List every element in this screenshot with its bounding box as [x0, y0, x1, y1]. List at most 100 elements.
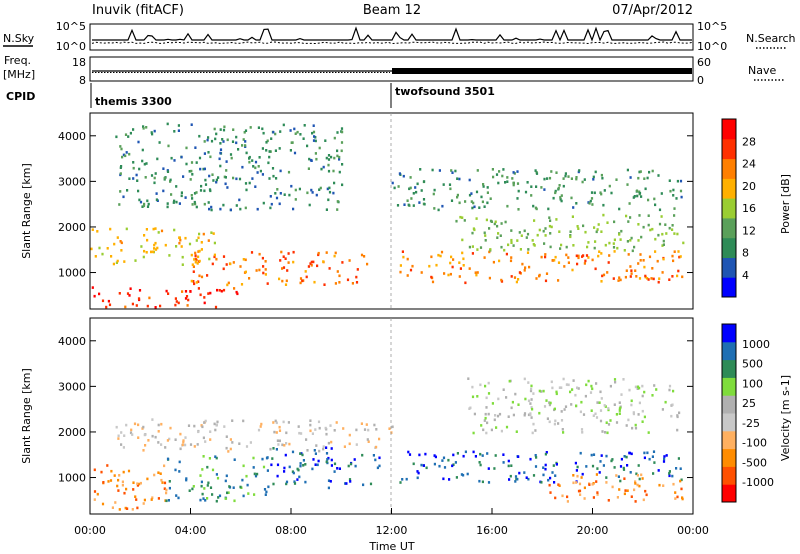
power-cell-6 [258, 156, 261, 159]
velocity-cell-4 [561, 494, 564, 498]
power-cell-5 [564, 174, 567, 178]
velocity-cell-5 [391, 425, 394, 429]
power-cell-5 [524, 190, 528, 194]
power-cell-6 [338, 158, 341, 161]
velocity-cell-0 [136, 482, 139, 485]
power-cell-5 [629, 176, 632, 179]
power-cell-4 [633, 245, 636, 249]
power-cell-3 [657, 280, 660, 284]
power-cell-6 [267, 161, 270, 165]
power-cell-5 [590, 197, 594, 200]
power-cell-5 [409, 186, 412, 190]
velocity-colorbar-swatch [722, 377, 736, 396]
velocity-cell-3 [487, 481, 491, 484]
power-cell-6 [332, 191, 335, 195]
power-cell-3 [535, 277, 538, 280]
power-cell-6 [235, 177, 238, 181]
velocity-cell-1 [233, 458, 236, 461]
power-cell-5 [408, 187, 411, 191]
power-cell-6 [313, 135, 316, 138]
velocity-cell-6 [469, 406, 472, 410]
power-cell-2 [143, 249, 146, 253]
power-cell-1 [198, 274, 201, 278]
power-cell-3 [524, 266, 527, 269]
power-cell-5 [548, 176, 552, 180]
power-cell-6 [219, 151, 222, 155]
power-cell-5 [660, 192, 663, 195]
velocity-cell-6 [472, 431, 475, 435]
velocity-cell-3 [433, 462, 436, 466]
power-cell-3 [646, 277, 649, 280]
power-cell-0 [203, 296, 206, 299]
power-cell-0 [197, 287, 200, 290]
power-cell-4 [572, 244, 575, 247]
power-cell-6 [270, 137, 273, 140]
velocity-cell-1 [225, 474, 228, 478]
power-cell-1 [239, 265, 242, 268]
velocity-cell-1 [206, 465, 209, 469]
velocity-cell-6 [524, 397, 527, 401]
velocity-cell-5 [306, 449, 309, 452]
velocity-cell-3 [679, 467, 682, 470]
power-cell-2 [181, 263, 184, 266]
velocity-cell-6 [540, 390, 543, 393]
power-cell-2 [153, 243, 156, 247]
power-cell-5 [618, 207, 621, 211]
power-cell-6 [308, 203, 311, 207]
velocity-cell-5 [200, 424, 203, 427]
velocity-cell-3 [509, 474, 512, 478]
power-cell-6 [162, 167, 165, 170]
power-cell-5 [512, 171, 515, 174]
velocity-cell-2 [330, 464, 333, 467]
power-cell-3 [437, 253, 440, 257]
power-cell-3 [517, 278, 520, 281]
power-cell-5 [423, 202, 426, 206]
n-search-series [91, 41, 693, 45]
power-cell-5 [593, 191, 596, 195]
power-cell-5 [591, 203, 594, 206]
power-cell-5 [423, 180, 426, 183]
power-cell-3 [459, 267, 462, 270]
power-cell-6 [292, 207, 295, 211]
velocity-cell-2 [299, 452, 302, 455]
power-cell-5 [432, 192, 435, 196]
velocity-cell-1 [252, 466, 255, 469]
velocity-cell-6 [529, 389, 533, 393]
velocity-cell-5 [348, 442, 351, 446]
velocity-cell-5 [187, 424, 191, 427]
velocity-cell-4 [611, 485, 614, 489]
velocity-cell-6 [471, 385, 474, 389]
velocity-cell-6 [493, 418, 496, 422]
power-cell-3 [420, 271, 423, 274]
power-cell-6 [314, 136, 317, 139]
velocity-cell-4 [623, 492, 626, 496]
power-cell-4 [496, 236, 499, 239]
power-cell-3 [488, 276, 491, 280]
velocity-cell-3 [590, 453, 593, 457]
velocity-cell-3 [605, 454, 608, 458]
velocity-cell-3 [535, 456, 538, 459]
freq-nave-panel: Freq. [MHz] 18 8 60 0 Nave [3, 54, 784, 87]
power-cell-6 [162, 189, 165, 193]
velocity-cell-6 [590, 384, 593, 388]
power-cell-1 [279, 259, 282, 262]
velocity-cell-6 [498, 412, 502, 416]
velocity-cell-1 [206, 484, 209, 487]
power-cell-6 [208, 174, 211, 178]
power-cell-6 [141, 205, 144, 208]
power-cell-5 [495, 173, 499, 176]
power-cell-6 [193, 200, 196, 204]
power-cell-1 [355, 281, 359, 284]
velocity-cell-6 [483, 419, 486, 422]
power-cell-4 [543, 242, 546, 245]
power-cell-5 [648, 170, 651, 174]
power-cell-5 [654, 203, 657, 207]
velocity-cell-4 [549, 491, 552, 494]
velocity-cell-0 [150, 498, 153, 501]
power-cell-2 [212, 232, 215, 235]
velocity-ylabel: Slant Range [km] [20, 368, 33, 464]
velocity-cell-2 [270, 463, 273, 467]
power-cell-6 [122, 153, 125, 157]
power-cell-5 [530, 185, 533, 188]
velocity-cell-2 [296, 478, 299, 481]
